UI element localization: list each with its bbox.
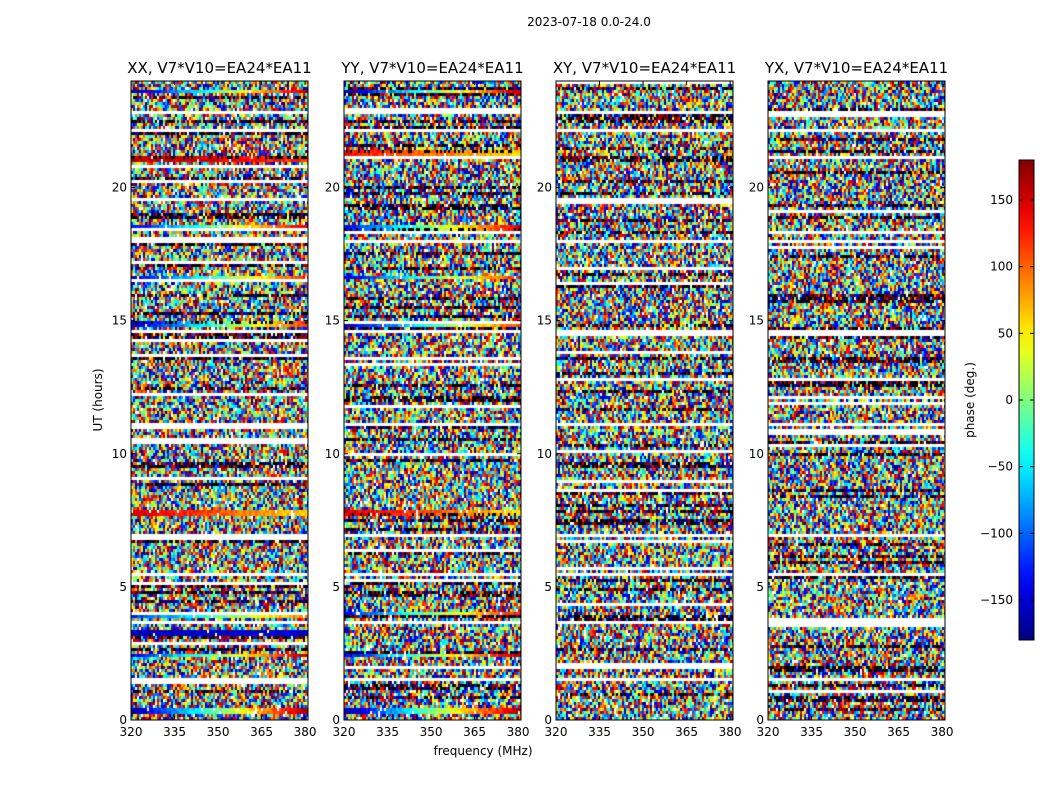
y-tick-label: 0 [756, 713, 764, 727]
y-tick-label: 10 [112, 447, 127, 461]
x-tick-label: 380 [507, 725, 530, 739]
y-tick-label: 15 [325, 314, 340, 328]
panel-frame [130, 80, 309, 721]
y-tick-label: 10 [537, 447, 552, 461]
panel-raster-yy [344, 81, 521, 720]
y-tick-label: 15 [749, 314, 764, 328]
colorbar-tick-label: −100 [980, 526, 1013, 540]
x-tick-label: 335 [588, 725, 611, 739]
y-tick-label: 5 [119, 580, 127, 594]
panel-frame [343, 80, 522, 721]
x-tick-label: 380 [294, 725, 317, 739]
y-axis-label: UT (hours) [91, 368, 105, 431]
x-tick-label: 365 [250, 725, 273, 739]
x-tick-label: 350 [632, 725, 655, 739]
panel-title: YX, V7*V10=EA24*EA11 [764, 59, 948, 77]
panel-title: XX, V7*V10=EA24*EA11 [127, 59, 311, 77]
colorbar-tick-label: 150 [990, 193, 1013, 207]
x-tick-label: 335 [376, 725, 399, 739]
x-tick-label: 335 [800, 725, 823, 739]
x-tick-label: 320 [545, 725, 568, 739]
panel-raster-xx [131, 81, 308, 720]
figure-suptitle: 2023-07-18 0.0-24.0 [527, 15, 651, 29]
colorbar-tick-label: 100 [990, 260, 1013, 274]
x-tick-label: 320 [757, 725, 780, 739]
y-tick-label: 10 [749, 447, 764, 461]
panel-xx: XX, V7*V10=EA24*EA11 320 335 350 365 380 0 5 10 1… [112, 59, 317, 739]
y-tick-label: 20 [749, 181, 764, 195]
y-tick-label: 5 [756, 580, 764, 594]
panel-title: YY, V7*V10=EA24*EA11 [340, 59, 523, 77]
colorbar-tick-label: 0 [1005, 393, 1013, 407]
y-tick-label: 15 [112, 314, 127, 328]
panels-layer: XX, V7*V10=EA24*EA11 320 335 350 365 380 0 5 10 1… [112, 59, 954, 739]
x-tick-label: 350 [420, 725, 443, 739]
y-tick-label: 20 [112, 181, 127, 195]
colorbar-tick-label: 50 [998, 326, 1013, 340]
panel-yy: YY, V7*V10=EA24*EA11 320 335 350 365 380 0 5 10 1… [325, 59, 530, 739]
panel-raster-xy [556, 81, 733, 720]
panel-raster-yx [768, 81, 945, 720]
panel-title: XY, V7*V10=EA24*EA11 [553, 59, 736, 77]
y-tick-label: 5 [332, 580, 340, 594]
y-tick-label: 20 [325, 181, 340, 195]
x-tick-label: 380 [931, 725, 954, 739]
x-tick-label: 350 [207, 725, 230, 739]
x-axis-label: frequency (MHz) [433, 744, 532, 758]
panel-xy: XY, V7*V10=EA24*EA11 320 335 350 365 380 0 5 10 1… [537, 59, 742, 739]
x-tick-label: 380 [719, 725, 742, 739]
x-tick-label: 365 [463, 725, 486, 739]
colorbar: −150 −100 −50 0 50 100 150 [980, 159, 1035, 641]
y-tick-label: 20 [537, 181, 552, 195]
panel-yx: YX, V7*V10=EA24*EA11 320 335 350 365 380 0 5 10 1… [749, 59, 954, 739]
colorbar-tick-label: −150 [980, 593, 1013, 607]
panel-frame [767, 80, 946, 721]
colorbar-tick-label: −50 [988, 460, 1013, 474]
y-tick-label: 5 [544, 580, 552, 594]
x-tick-label: 365 [887, 725, 910, 739]
y-tick-label: 0 [544, 713, 552, 727]
y-tick-label: 0 [332, 713, 340, 727]
colorbar-label: phase (deg.) [963, 362, 977, 438]
x-tick-label: 320 [333, 725, 356, 739]
y-tick-label: 15 [537, 314, 552, 328]
x-tick-label: 320 [120, 725, 143, 739]
x-tick-label: 365 [675, 725, 698, 739]
x-tick-label: 350 [844, 725, 867, 739]
panel-frame [555, 80, 734, 721]
y-tick-label: 0 [119, 713, 127, 727]
y-tick-label: 10 [325, 447, 340, 461]
x-tick-label: 335 [163, 725, 186, 739]
